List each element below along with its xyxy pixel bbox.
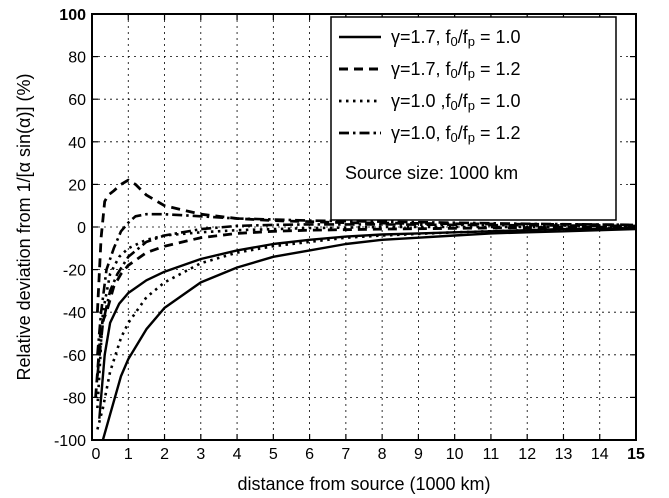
legend-label: γ=1.0 ,f0/fp = 1.0 bbox=[391, 91, 521, 113]
x-tick-label: 5 bbox=[269, 446, 278, 463]
x-tick-label: 7 bbox=[341, 446, 350, 463]
series-line-dashdot-6 bbox=[96, 212, 636, 355]
series-line-solid-0 bbox=[101, 227, 636, 440]
x-tick-label: 4 bbox=[233, 446, 242, 463]
y-tick-label: -100 bbox=[54, 433, 86, 450]
series-line-dashed-3 bbox=[94, 225, 636, 398]
x-tick-labels: 0 1 2 3 4 5 6 7 8 9 10 11 12 13 14 15 bbox=[92, 446, 645, 463]
y-tick-label: -60 bbox=[63, 348, 86, 365]
legend-label-part: 0 bbox=[451, 66, 458, 81]
y-tick-label: -20 bbox=[63, 263, 86, 280]
y-tick-label: 40 bbox=[68, 135, 86, 152]
series-layer bbox=[94, 178, 636, 440]
legend-label-part: = 1.2 bbox=[475, 59, 521, 79]
x-tick-label: 15 bbox=[627, 446, 645, 463]
y-tick-label: 60 bbox=[68, 92, 86, 109]
legend-label-part: /f bbox=[458, 27, 469, 47]
series-line-dotted-4 bbox=[96, 226, 636, 430]
y-tick-labels: 100 80 60 40 20 0 -20 -40 -60 -80 -100 bbox=[54, 7, 86, 450]
legend-label-part: /f bbox=[458, 123, 469, 143]
x-tick-label: 11 bbox=[483, 446, 500, 463]
x-tick-label: 1 bbox=[124, 446, 133, 463]
legend-label-part: p bbox=[468, 130, 475, 145]
legend-label: γ=1.7, f0/fp = 1.2 bbox=[391, 59, 521, 81]
legend-label-part: γ=1.0, f bbox=[391, 123, 452, 143]
legend-label-part: /f bbox=[458, 91, 469, 111]
x-tick-label: 13 bbox=[555, 446, 573, 463]
series-line-dotted-5 bbox=[96, 225, 636, 409]
y-tick-label: -80 bbox=[63, 390, 86, 407]
y-tick-label: 20 bbox=[68, 177, 86, 194]
x-tick-label: 2 bbox=[160, 446, 169, 463]
legend-label-part: p bbox=[468, 34, 475, 49]
x-tick-label: 12 bbox=[518, 446, 536, 463]
x-axis-title: distance from source (1000 km) bbox=[237, 474, 490, 494]
legend-label-part: 0 bbox=[451, 130, 458, 145]
x-tick-label: 6 bbox=[305, 446, 314, 463]
x-tick-label: 9 bbox=[414, 446, 423, 463]
y-tick-label: -40 bbox=[63, 305, 86, 322]
y-tick-label: 0 bbox=[77, 220, 86, 237]
y-tick-label: 80 bbox=[68, 50, 86, 67]
legend-label: γ=1.7, f0/fp = 1.0 bbox=[391, 27, 521, 49]
legend-label-part: = 1.0 bbox=[475, 91, 521, 111]
legend-entries: γ=1.7, f0/fp = 1.0γ=1.7, f0/fp = 1.2γ=1.… bbox=[339, 27, 521, 145]
legend-label-part: /f bbox=[458, 59, 469, 79]
legend-label-part: γ=1.7, f bbox=[391, 27, 452, 47]
legend-label-part: p bbox=[468, 66, 475, 81]
x-tick-label: 8 bbox=[378, 446, 387, 463]
legend-label: γ=1.0, f0/fp = 1.2 bbox=[391, 123, 521, 145]
y-tick-label: 100 bbox=[59, 7, 86, 24]
legend-box bbox=[330, 16, 617, 221]
series-line-dashdot-7 bbox=[96, 223, 636, 377]
legend-label-part: γ=1.0 ,f bbox=[391, 91, 452, 111]
ticks bbox=[91, 13, 637, 441]
series-line-solid-1 bbox=[98, 226, 636, 419]
legend-label-part: 0 bbox=[451, 34, 458, 49]
legend: γ=1.7, f0/fp = 1.0γ=1.7, f0/fp = 1.2γ=1.… bbox=[330, 16, 617, 221]
x-tick-label: 14 bbox=[591, 446, 609, 463]
x-tick-label: 10 bbox=[446, 446, 464, 463]
x-tick-label: 0 bbox=[92, 446, 101, 463]
legend-label-part: p bbox=[468, 98, 475, 113]
x-tick-label: 3 bbox=[196, 446, 205, 463]
source-size-annotation: Source size: 1000 km bbox=[345, 163, 518, 183]
legend-label-part: 0 bbox=[451, 98, 458, 113]
legend-label-part: γ=1.7, f bbox=[391, 59, 452, 79]
legend-label-part: = 1.2 bbox=[475, 123, 521, 143]
legend-label-part: = 1.0 bbox=[475, 27, 521, 47]
y-axis-title: Relative deviation from 1/[α sin(α)] (%) bbox=[14, 74, 34, 381]
